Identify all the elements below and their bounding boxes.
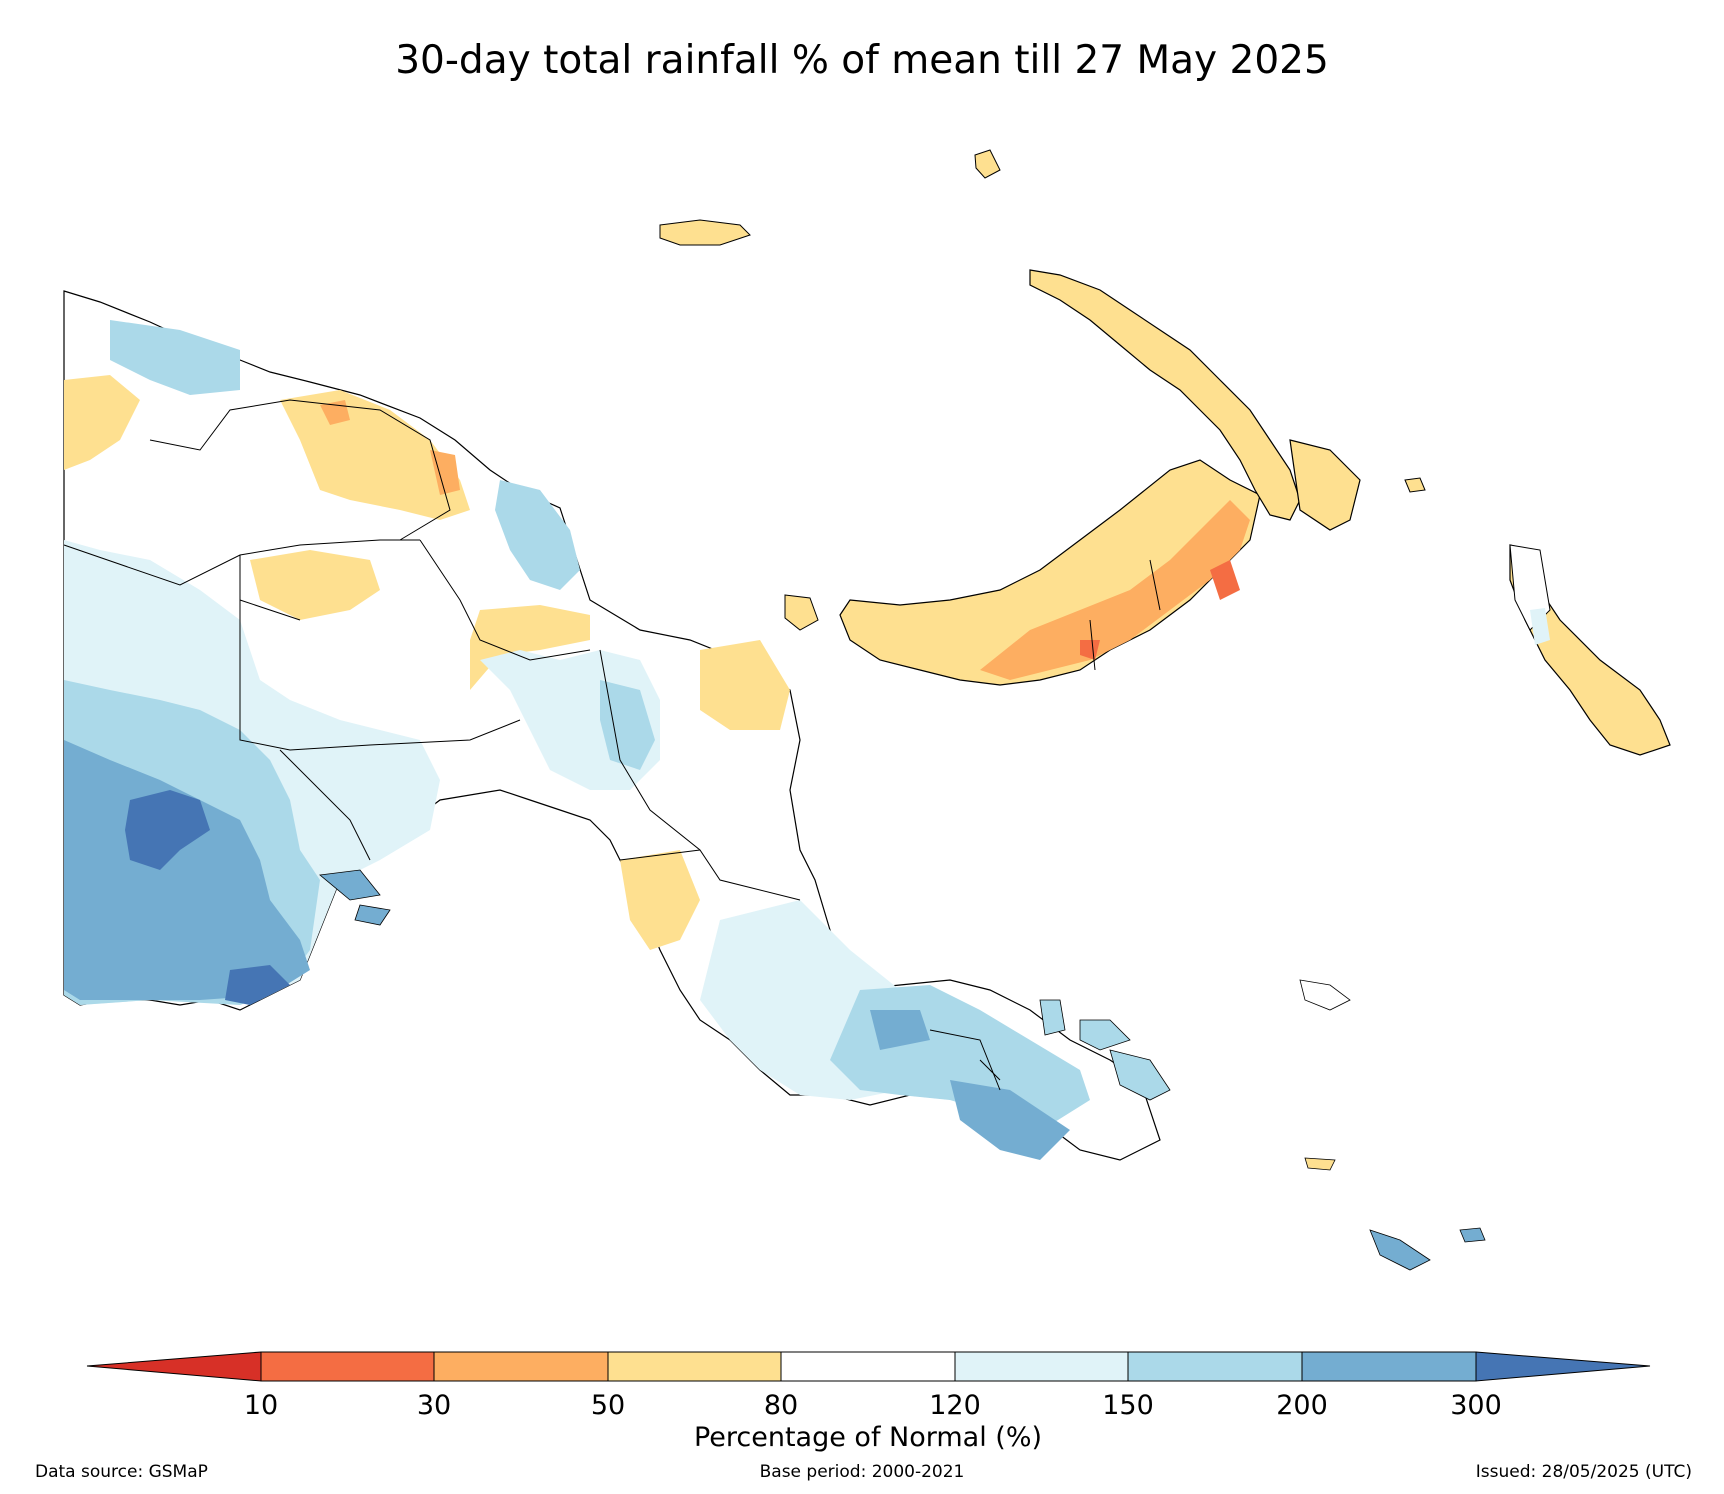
milne-bay-islands-2 bbox=[1109, 1049, 1171, 1101]
colorbar-bin-80-120 bbox=[780, 1351, 956, 1382]
milne-bay-islands-4 bbox=[1299, 979, 1351, 1011]
new-ireland bbox=[1029, 269, 1301, 521]
colorbar-tick-label: 30 bbox=[417, 1390, 451, 1421]
colorbar-tick-label: 80 bbox=[764, 1390, 798, 1421]
issued-date-label: Issued: 28/05/2025 (UTC) bbox=[1475, 1462, 1692, 1482]
rain-zone-200-300-west bbox=[64, 740, 310, 1000]
new-britain-border bbox=[1089, 559, 1161, 671]
colorbar-bin-30-50 bbox=[433, 1351, 609, 1382]
base-period-label: Base period: 2000-2021 bbox=[759, 1462, 965, 1482]
rain-zone-120-150-north-east bbox=[110, 320, 580, 590]
rain-zone-above-300-west bbox=[125, 790, 290, 1005]
colorbar-bin-10-30 bbox=[260, 1351, 435, 1382]
new-ireland-south bbox=[1289, 439, 1361, 531]
island-north-2 bbox=[784, 594, 819, 631]
manus-island bbox=[659, 219, 751, 246]
colorbar-tick-label: 150 bbox=[1102, 1390, 1154, 1421]
colorbar-tick-label: 10 bbox=[244, 1390, 278, 1421]
new-britain-30-50 bbox=[980, 500, 1250, 680]
milne-bay-islands-5 bbox=[1304, 1157, 1336, 1171]
colorbar-extend-low bbox=[86, 1351, 262, 1382]
milne-bay-islands-1 bbox=[1039, 999, 1131, 1051]
island-north-1 bbox=[974, 149, 1001, 179]
colorbar-tick-label: 50 bbox=[591, 1390, 625, 1421]
data-source-label: Data source: GSMaP bbox=[35, 1462, 208, 1482]
colorbar-bin-200-300 bbox=[1301, 1351, 1477, 1382]
colorbar-bin-120-150 bbox=[954, 1351, 1129, 1382]
milne-bay-islands-3 bbox=[1369, 1227, 1486, 1271]
colorbar-label: Percentage of Normal (%) bbox=[694, 1422, 1042, 1453]
rain-zone-30-50-north bbox=[320, 400, 460, 495]
coast-islands-south bbox=[319, 869, 391, 926]
rain-zone-50-80-central bbox=[470, 605, 790, 950]
bougainville-120-150 bbox=[1530, 608, 1550, 645]
rain-zone-50-80-north bbox=[64, 375, 470, 620]
island-north-3 bbox=[1404, 477, 1426, 493]
colorbar-bin-50-80 bbox=[607, 1351, 782, 1382]
colorbar-bin-150-200 bbox=[1127, 1351, 1303, 1382]
rain-zone-150-200-central bbox=[600, 680, 655, 770]
colorbar-tick-label: 200 bbox=[1276, 1390, 1328, 1421]
colorbar-extend-high bbox=[1475, 1351, 1651, 1382]
colorbar-tick-label: 300 bbox=[1450, 1390, 1502, 1421]
province-borders bbox=[63, 399, 1001, 1091]
rain-zone-200-300-east-tail bbox=[870, 1010, 1070, 1160]
colorbar-tick-label: 120 bbox=[929, 1390, 981, 1421]
new-britain-10-30 bbox=[1080, 560, 1240, 660]
map-title: 30-day total rainfall % of mean till 27 … bbox=[395, 38, 1329, 83]
